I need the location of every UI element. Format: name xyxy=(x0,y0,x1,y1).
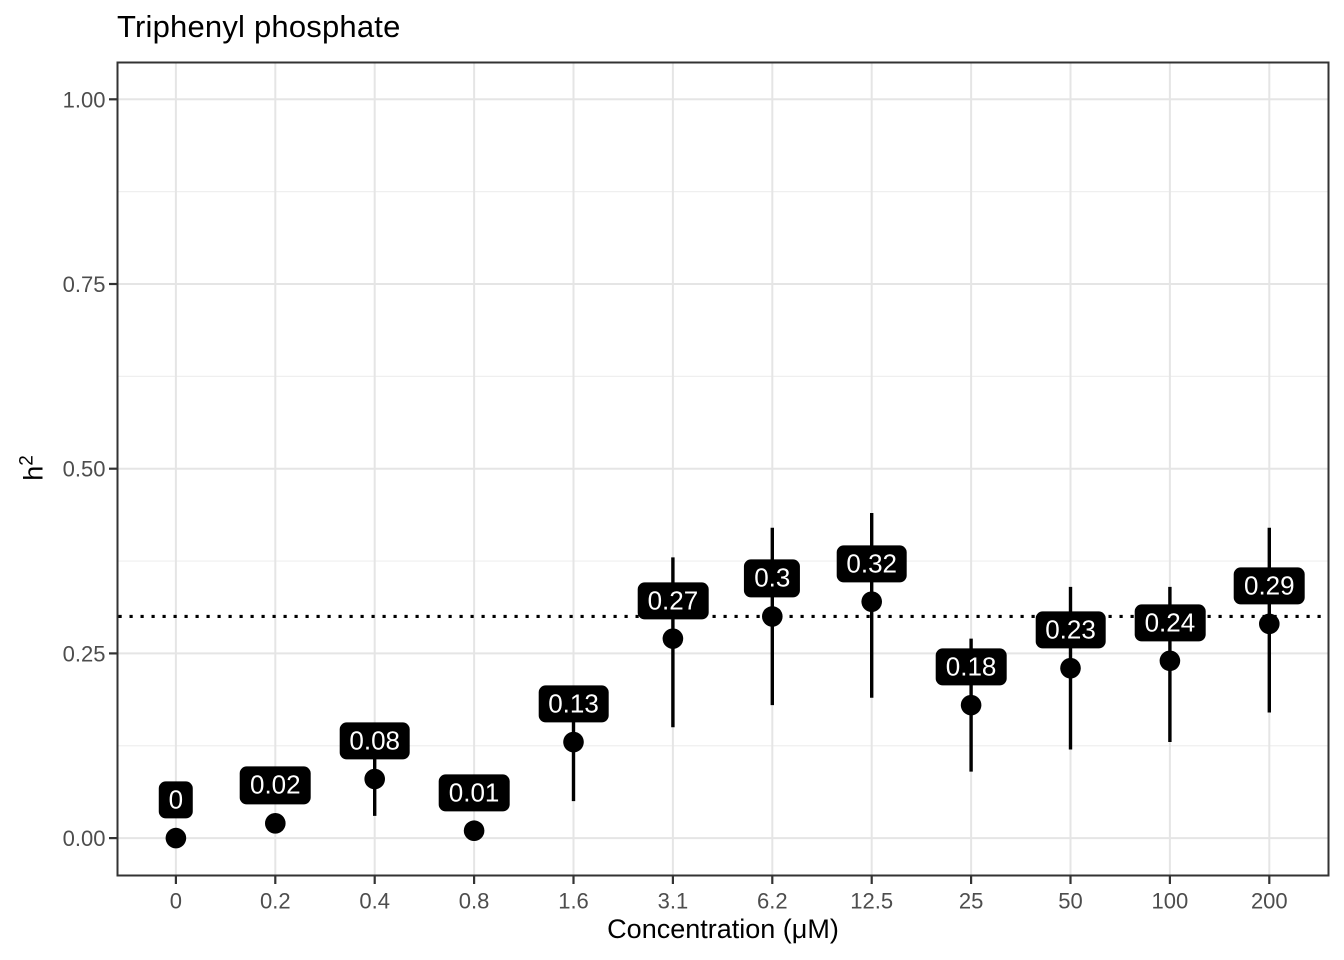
y-tick-label: 0.25 xyxy=(63,641,106,666)
point-value-label: 0.27 xyxy=(637,582,709,620)
x-tick-label: 0 xyxy=(170,889,182,914)
y-tick-label: 0.75 xyxy=(63,272,106,297)
x-tick-label: 1.6 xyxy=(558,889,589,914)
error-bars-group xyxy=(373,513,1272,816)
x-axis-title: Concentration (μM) xyxy=(607,914,839,944)
y-tick-label: 0.00 xyxy=(63,826,106,851)
x-tick-label: 12.5 xyxy=(850,889,893,914)
data-point xyxy=(463,820,485,842)
x-tick-label: 200 xyxy=(1251,889,1288,914)
data-point xyxy=(1060,657,1081,679)
x-tick-labels: 0 0.2 0.4 0.8 1.6 3.1 6.2 12.5 25 50 100 200 xyxy=(170,889,1288,914)
x-tick-label: 100 xyxy=(1152,889,1189,914)
y-tick-labels: 1.00 0.75 0.50 0.25 0.00 xyxy=(63,87,106,851)
x-tick-label: 0.2 xyxy=(260,889,291,914)
point-value-label: 0.3 xyxy=(744,559,801,598)
data-points-group xyxy=(165,591,1280,849)
axis-tick-marks xyxy=(109,98,1271,884)
y-axis-title-exponent: 2 xyxy=(16,455,38,466)
gridlines-minor xyxy=(117,191,1329,747)
data-point xyxy=(265,813,286,834)
x-tick-label: 0.8 xyxy=(459,889,490,914)
point-value-label: 0.02 xyxy=(239,766,311,804)
point-value-label: 0.24 xyxy=(1134,604,1206,642)
chart-title: Triphenyl phosphate xyxy=(117,9,401,44)
data-point xyxy=(563,731,584,753)
data-point xyxy=(762,606,783,627)
point-value-label: 0.13 xyxy=(538,685,609,723)
point-value-label: 0.23 xyxy=(1035,611,1106,649)
x-tick-label: 0.4 xyxy=(359,889,390,914)
point-value-label: 0.32 xyxy=(836,545,907,583)
y-axis-title-base: h xyxy=(18,465,49,481)
data-point xyxy=(960,694,982,716)
point-value-label: 0.08 xyxy=(339,722,410,760)
data-point xyxy=(165,827,187,849)
x-tick-label: 25 xyxy=(959,889,983,914)
data-point xyxy=(1259,613,1280,635)
point-value-label: 0.18 xyxy=(935,648,1007,686)
data-point xyxy=(364,768,386,790)
y-tick-label: 0.50 xyxy=(63,457,106,482)
point-value-label: 0.29 xyxy=(1233,567,1305,605)
x-tick-label: 3.1 xyxy=(658,889,689,914)
gridlines-major xyxy=(117,62,1329,876)
y-tick-label: 1.00 xyxy=(63,87,106,112)
x-tick-label: 6.2 xyxy=(757,889,788,914)
data-point xyxy=(662,628,684,649)
y-axis-title: h2 xyxy=(17,455,50,481)
data-point xyxy=(861,591,882,612)
point-value-label: 0 xyxy=(158,781,194,819)
data-point xyxy=(1159,650,1181,672)
point-value-label: 0.01 xyxy=(438,774,510,812)
x-tick-label: 50 xyxy=(1058,889,1082,914)
